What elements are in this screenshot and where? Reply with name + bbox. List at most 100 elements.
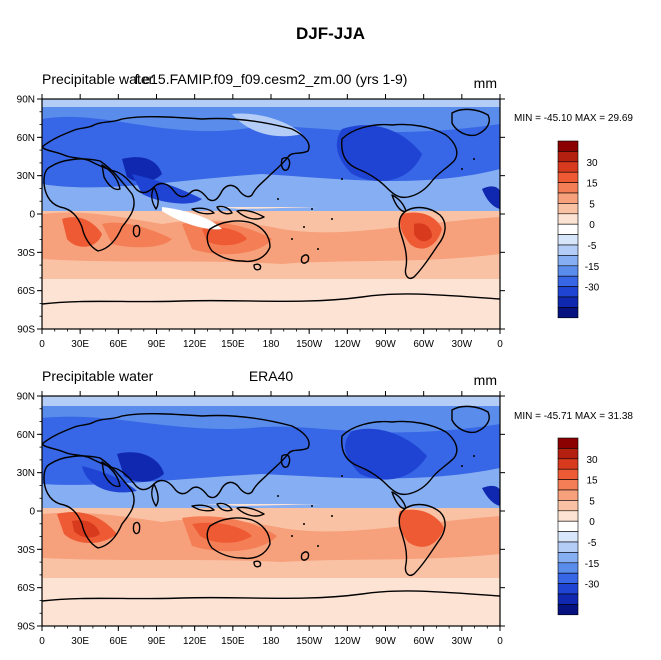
colorbar-swatch (557, 437, 579, 449)
lon-tick-label: 150W (296, 339, 323, 350)
panel-1-left-label: Precipitable water (42, 71, 154, 87)
colorbar-swatch (557, 213, 579, 225)
lon-tick-label: 30W (452, 339, 473, 350)
colorbar-label: 15 (586, 179, 598, 190)
colorbar-label: 5 (589, 496, 595, 507)
lon-tick-label: 90E (148, 339, 166, 350)
colorbar-swatch (557, 223, 579, 235)
colorbar-swatch (557, 572, 579, 584)
lat-tick-label: 30N (17, 468, 35, 479)
lon-tick-label: 150E (221, 339, 245, 350)
panel-1-units: mm (474, 75, 497, 91)
colorbar-label: -15 (585, 559, 600, 570)
colorbar-swatch (557, 140, 579, 152)
colorbar-swatch (557, 552, 579, 564)
colorbar-swatch (557, 479, 579, 491)
lat-tick-label: 30S (17, 545, 35, 556)
lon-tick-label: 60E (109, 339, 127, 350)
colorbar-swatch (557, 489, 579, 501)
colorbar-swatch (557, 203, 579, 215)
lon-tick-label: 60E (109, 636, 127, 647)
colorbar-swatch (557, 562, 579, 574)
colorbar-label: -30 (585, 283, 600, 294)
lat-tick-label: 90S (17, 622, 35, 633)
colorbar-swatch (557, 234, 579, 246)
lon-tick-label: 120E (183, 339, 207, 350)
colorbar-label: -15 (585, 262, 600, 273)
colorbar-swatch (557, 192, 579, 204)
colorbar-swatch (557, 448, 579, 460)
colorbar-swatch (557, 286, 579, 298)
lat-tick-label: 0 (29, 210, 35, 221)
panel-1: 90N 60N 30N 0 30S 60S 90S 0 30E 60E 90E 120E 150E 18… (17, 94, 505, 350)
colorbar-swatch (557, 296, 579, 308)
lat-tick-label: 90N (17, 95, 35, 106)
colorbar-swatch (557, 182, 579, 194)
colorbar-swatch (557, 541, 579, 553)
lat-tick-label: 0 (29, 507, 35, 518)
panel-2-center-label: ERA40 (249, 368, 294, 384)
colorbar-swatch (557, 520, 579, 532)
panel-2: 90N 60N 30N 0 30S 60S 90S 0 30E 60E 90E 120E 150E 18… (17, 391, 505, 647)
lon-tick-label: 180 (263, 339, 280, 350)
colorbar-swatch (557, 510, 579, 522)
lat-tick-label: 30N (17, 171, 35, 182)
lat-tick-label: 60N (17, 430, 35, 441)
colorbar-label: 0 (589, 220, 595, 231)
colorbar-label: 5 (589, 199, 595, 210)
colorbar-swatch (557, 604, 579, 616)
lon-tick-label: 120E (183, 636, 207, 647)
colorbar-label: -5 (588, 241, 597, 252)
figure-title: DJF-JJA (296, 24, 365, 43)
lon-tick-label: 90W (375, 339, 396, 350)
colorbar-label: -5 (588, 538, 597, 549)
lon-tick-label: 90E (148, 636, 166, 647)
lon-tick-label: 90W (375, 636, 396, 647)
lon-tick-label: 60W (413, 339, 434, 350)
panel-1-colorbar: 30 15 5 0 -5 -15 -30 (557, 140, 600, 319)
lon-tick-label: 120W (334, 636, 361, 647)
lon-tick-label: 30E (71, 636, 89, 647)
lat-tick-label: 90N (17, 392, 35, 403)
lon-tick-label: 180 (263, 636, 280, 647)
panel-2-left-label: Precipitable water (42, 368, 154, 384)
lon-tick-label: 0 (39, 636, 45, 647)
colorbar-label: 30 (586, 158, 598, 169)
colorbar-swatch (557, 265, 579, 277)
lon-tick-label: 120W (334, 339, 361, 350)
panel-2-lat-ticks: 90N 60N 30N 0 30S 60S 90S (17, 392, 505, 633)
colorbar-swatch (557, 244, 579, 256)
lon-tick-label: 30W (452, 636, 473, 647)
colorbar-swatch (557, 500, 579, 512)
colorbar-swatch (557, 307, 579, 319)
lon-tick-label: 0 (39, 339, 45, 350)
lat-tick-label: 30S (17, 248, 35, 259)
colorbar-swatch (557, 151, 579, 163)
lat-tick-label: 60S (17, 286, 35, 297)
colorbar-swatch (557, 171, 579, 183)
colorbar-swatch (557, 161, 579, 173)
panel-1-lat-ticks: 90N 60N 30N 0 30S 60S 90S (17, 95, 505, 336)
lon-tick-label: 0 (497, 636, 503, 647)
lon-tick-label: 60W (413, 636, 434, 647)
panel-1-center-label: f.e15.FAMIP.f09_f09.cesm2_zm.00 (yrs 1-9… (135, 71, 408, 87)
colorbar-swatch (557, 255, 579, 267)
panel-1-stats: MIN = -45.10 MAX = 29.69 (514, 113, 633, 124)
colorbar-swatch (557, 468, 579, 480)
colorbar-swatch (557, 531, 579, 543)
colorbar-swatch (557, 583, 579, 595)
colorbar-swatch (557, 458, 579, 470)
lon-tick-label: 0 (497, 339, 503, 350)
colorbar-label: -30 (585, 580, 600, 591)
panel-2-colorbar: 30 15 5 0 -5 -15 -30 (557, 437, 600, 616)
colorbar-label: 30 (586, 455, 598, 466)
panel-2-stats: MIN = -45.71 MAX = 31.38 (514, 411, 633, 422)
lon-tick-label: 150E (221, 636, 245, 647)
colorbar-swatch (557, 593, 579, 605)
panel-1-lon-ticks: 0 30E 60E 90E 120E 150E 180 150W 120W 90W 60W 30W 0 (39, 94, 503, 350)
lon-tick-label: 30E (71, 339, 89, 350)
panel-2-units: mm (474, 372, 497, 388)
colorbar-swatch (557, 275, 579, 287)
lon-tick-label: 150W (296, 636, 323, 647)
panel-2-lon-ticks: 0 30E 60E 90E 120E 150E 180 150W 120W 90W 60W 30W 0 (39, 391, 503, 647)
